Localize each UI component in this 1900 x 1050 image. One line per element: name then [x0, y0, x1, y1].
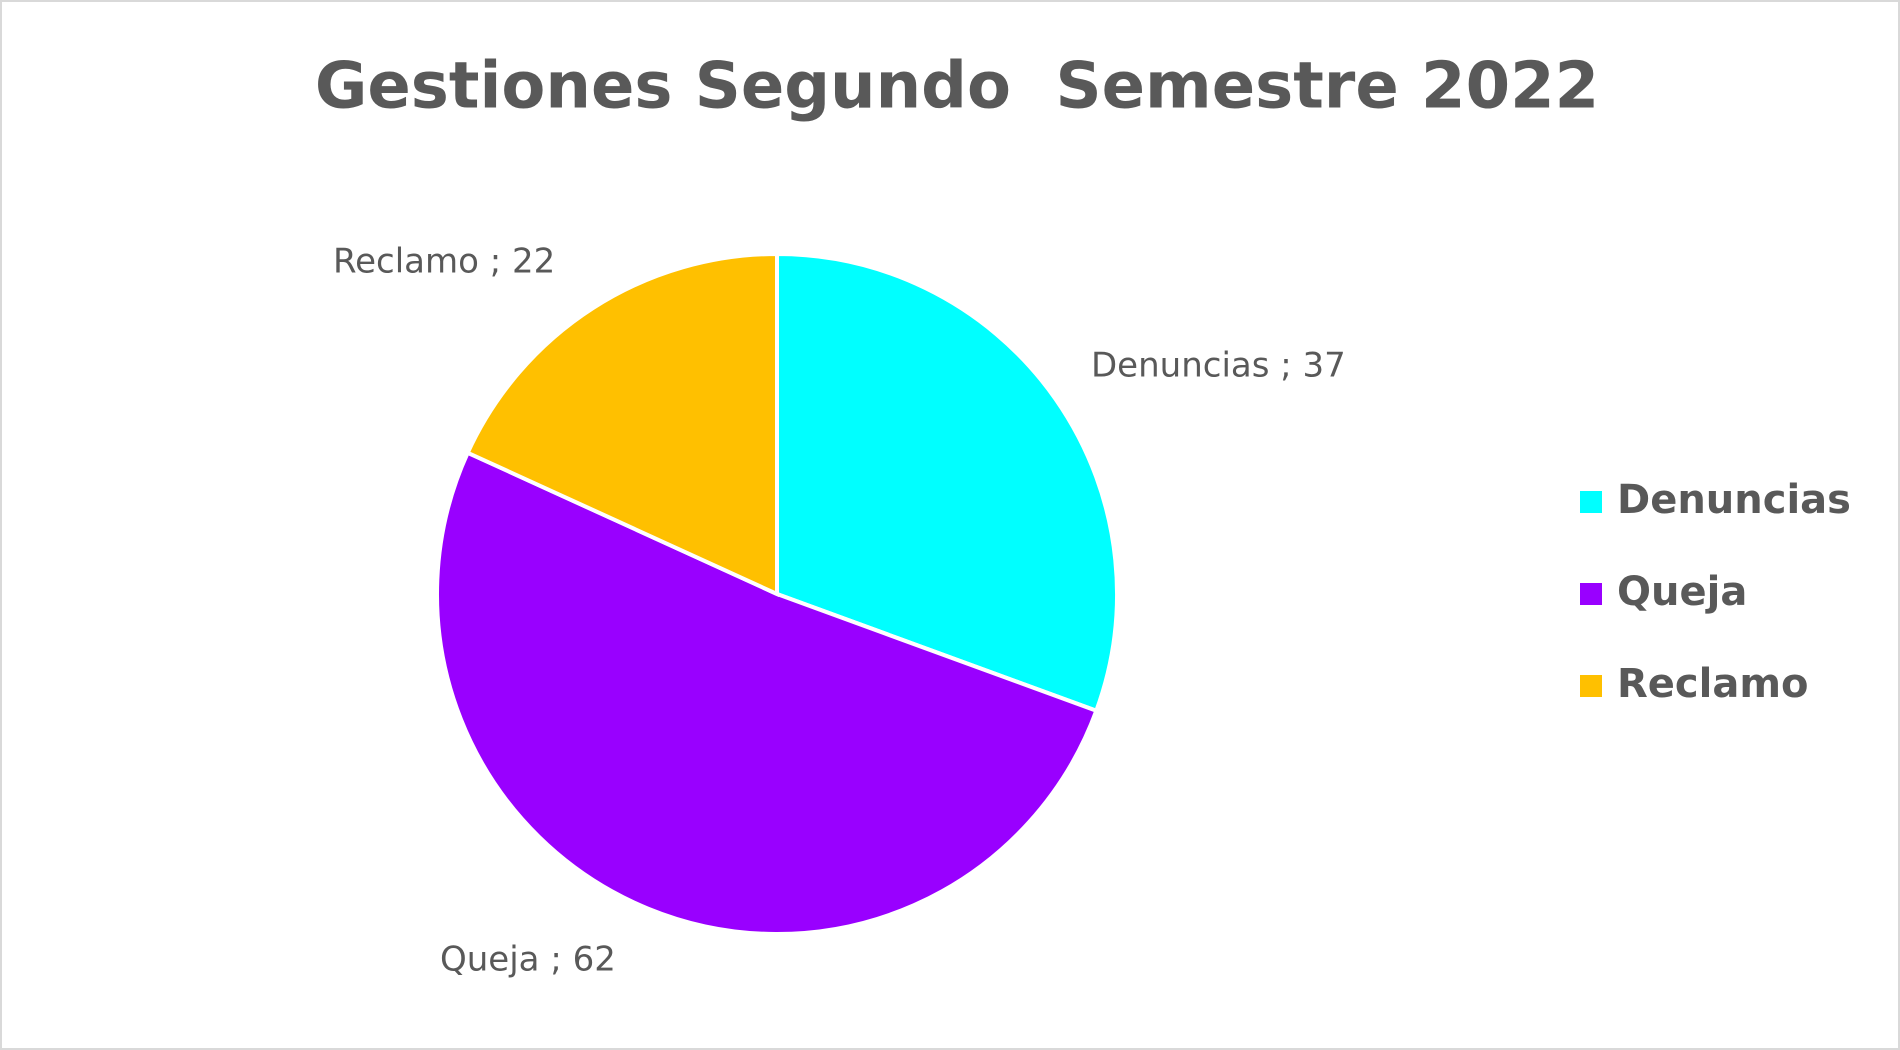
legend: Denuncias Queja Reclamo [1580, 477, 1851, 707]
pie-slice [435, 450, 1099, 936]
pie-slice [775, 251, 1119, 714]
legend-label: Queja [1617, 569, 1747, 615]
data-label: Reclamo ; 22 [333, 242, 555, 282]
pie-slice [465, 251, 779, 598]
data-label: Queja ; 62 [440, 940, 616, 980]
data-label: Denuncias ; 37 [1091, 346, 1346, 386]
legend-label: Denuncias [1617, 477, 1851, 523]
legend-swatch [1580, 491, 1602, 513]
legend-swatch [1580, 583, 1602, 605]
data-labels: Denuncias ; 37 Queja ; 62 Reclamo ; 22 [333, 242, 1346, 980]
legend-swatch [1580, 675, 1602, 697]
chart-title: Gestiones Segundo Semestre 2022 [315, 50, 1599, 124]
legend-label: Reclamo [1617, 661, 1809, 707]
pie [435, 251, 1119, 936]
